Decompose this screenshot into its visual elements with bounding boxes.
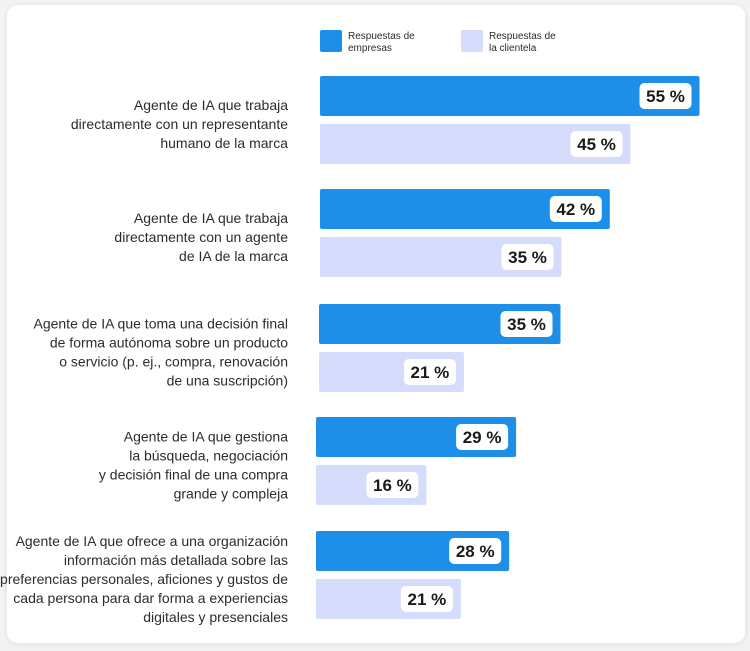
data-label-badge xyxy=(570,131,623,157)
category-labels: Agente de IA que trabaja directamente con… xyxy=(0,97,288,625)
data-label: 21 % xyxy=(408,590,447,609)
category-label-line: Agente de IA que ofrece a una organizaci… xyxy=(16,533,288,549)
bar xyxy=(320,189,610,229)
category-label: Agente de IA que trabaja directamente con… xyxy=(71,97,288,151)
category-label-line: directamente con un agente xyxy=(114,229,288,245)
data-label: 28 % xyxy=(456,542,495,561)
bar xyxy=(320,76,700,116)
bars: 55 % 45 % 42 % 35 % 35 % 21 % 29 % 16 % 28 % 21 % xyxy=(316,76,700,619)
legend-label: empresas xyxy=(348,43,392,54)
category-label-line: grande y compleja xyxy=(174,486,289,502)
data-label: 16 % xyxy=(373,476,412,495)
category-label-line: o servicio (p. ej., compra, renovación xyxy=(59,354,288,370)
category-label-line: preferencias personales, aficiones y gus… xyxy=(0,571,288,587)
category-label-line: información más detallada sobre las xyxy=(64,552,288,568)
category-label-line: Agente de IA que trabaja xyxy=(134,97,288,113)
bar xyxy=(320,237,562,277)
data-label: 55 % xyxy=(646,87,685,106)
bar xyxy=(320,124,631,164)
data-label: 35 % xyxy=(508,248,547,267)
category-label: Agente de IA que ofrece a una organizaci… xyxy=(0,533,288,625)
category-label: Agente de IA que trabaja directamente con… xyxy=(114,210,288,264)
data-label-badge xyxy=(501,244,554,270)
data-label-badge xyxy=(449,538,502,564)
category-label-line: Agente de IA que gestiona xyxy=(124,429,288,445)
data-label-badge xyxy=(403,359,456,385)
bar xyxy=(319,304,561,344)
data-label: 21 % xyxy=(411,363,450,382)
legend-label: Respuestas de xyxy=(348,31,415,42)
category-label-line: de forma autónoma sobre un producto xyxy=(50,335,288,351)
category-label-line: de una suscripción) xyxy=(167,373,288,389)
data-label: 35 % xyxy=(507,315,546,334)
data-label: 42 % xyxy=(556,200,595,219)
category-label-line: cada persona para dar forma a experienci… xyxy=(13,590,288,606)
legend-swatch xyxy=(320,30,342,52)
category-label-line: Agente de IA que trabaja xyxy=(134,210,288,226)
legend-label: Respuestas de xyxy=(489,31,556,42)
category-label-line: digitales y presenciales xyxy=(143,609,288,625)
data-label: 29 % xyxy=(463,428,502,447)
data-label-badge xyxy=(500,311,553,337)
category-label-line: humano de la marca xyxy=(160,135,288,151)
category-label-line: de IA de la marca xyxy=(179,248,288,264)
category-label-line: directamente con un representante xyxy=(71,116,288,132)
category-label-line: Agente de IA que toma una decisión final xyxy=(33,316,288,332)
category-label: Agente de IA que gestiona la búsqueda, ne… xyxy=(99,429,288,502)
data-label-badge xyxy=(366,472,419,498)
data-label-badge xyxy=(400,586,453,612)
legend-swatch xyxy=(461,30,483,52)
data-label-badge xyxy=(639,83,692,109)
data-label: 45 % xyxy=(577,135,616,154)
data-label-badge xyxy=(549,196,602,222)
category-label-line: y decisión final de una compra xyxy=(99,467,288,483)
legend-label: la clientela xyxy=(489,43,537,54)
category-label: Agente de IA que toma una decisión final… xyxy=(33,316,288,389)
data-label-badge xyxy=(456,424,509,450)
category-label-line: la búsqueda, negociación xyxy=(129,448,288,464)
